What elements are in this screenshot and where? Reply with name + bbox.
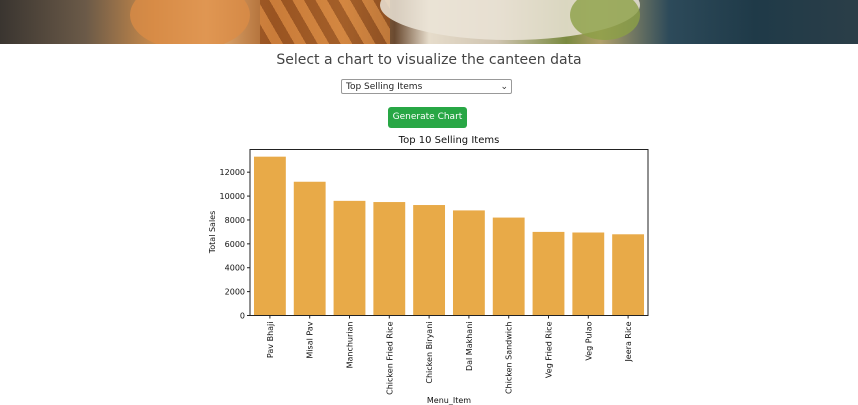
x-tick-label: Chicken Biryani [425, 322, 434, 384]
chart-type-select[interactable]: Top Selling Items ⌄ [341, 79, 512, 94]
generate-chart-button[interactable]: Generate Chart [388, 107, 467, 128]
bar-chicken-fried-rice [373, 202, 406, 316]
food-banner-image [0, 0, 858, 44]
chart-type-select-value: Top Selling Items [346, 82, 423, 92]
x-tick-label: Veg Fried Rice [545, 321, 554, 378]
y-tick-label: 6000 [225, 240, 245, 249]
y-tick-label: 8000 [225, 216, 245, 225]
y-tick-label: 12000 [220, 168, 245, 177]
y-tick-label: 4000 [225, 264, 245, 273]
bar-chicken-sandwich [492, 217, 525, 316]
bar-manchurian [333, 200, 366, 316]
x-tick-label: Jeera Rice [624, 321, 633, 362]
plot-frame [249, 149, 649, 316]
y-tick-label: 10000 [220, 192, 245, 201]
bar-veg-pulao [572, 232, 605, 316]
x-tick-label: Dal Makhani [465, 322, 474, 372]
x-axis-label: Menu_Item [427, 396, 471, 405]
chevron-down-icon: ⌄ [500, 82, 508, 92]
x-tick-label: Chicken Sandwich [505, 322, 514, 395]
bar-jeera-rice [612, 234, 645, 316]
bar-chicken-biryani [413, 205, 446, 316]
x-tick-label: Pav Bhaji [266, 322, 275, 359]
chart-title: Top 10 Selling Items [398, 135, 500, 146]
bar-dal-makhani [452, 210, 485, 316]
x-tick-label: Manchurian [346, 322, 355, 369]
y-tick-label: 0 [240, 312, 245, 321]
y-tick-label: 2000 [225, 288, 245, 297]
y-axis-label: Total Sales [208, 211, 217, 255]
x-tick-label: Veg Pulao [584, 321, 593, 360]
bar-pav-bhaji [253, 156, 286, 316]
bar-misal-pav [293, 181, 326, 316]
page-heading: Select a chart to visualize the canteen … [276, 52, 582, 68]
x-tick-label: Misal Pav [306, 321, 315, 358]
x-tick-label: Chicken Fried Rice [385, 321, 394, 394]
bar-veg-fried-rice [532, 231, 565, 316]
